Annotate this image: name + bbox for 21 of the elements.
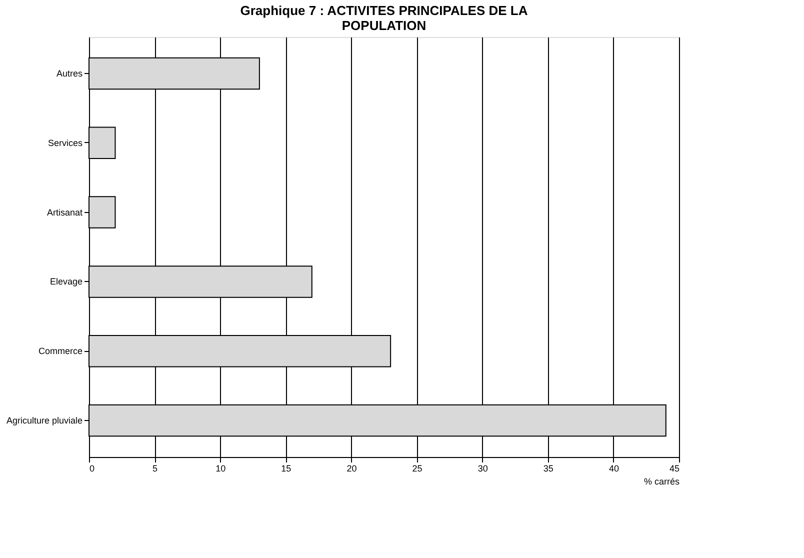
y-tick-label: Elevage [50,276,82,287]
x-axis-title: % carrés [644,476,680,486]
x-tick-label: 25 [412,464,422,474]
y-tick-label: Autres [56,68,83,78]
text: Graphique 7 : ACTIVITES PRINCIPALES DE LA [240,3,528,18]
y-tick-label: Artisanat [46,207,83,218]
y-tick-label: Agriculture pluviale [6,416,82,426]
x-tick-label: 30 [478,464,488,474]
bar [88,196,116,228]
x-tick-label: 0 [90,464,95,474]
x-tick-label: 45 [669,464,680,474]
x-tick-label: 35 [543,464,554,474]
x-tick-label: 5 [152,464,158,474]
y-tick-label: Commerce [38,346,82,356]
y-tick-label: Services [48,138,83,148]
bar [88,126,116,159]
text: POPULATION [342,18,426,33]
x-tick-label: 15 [281,464,292,474]
x-tick-label: 20 [346,464,357,474]
x-tick-label: 40 [608,464,619,474]
x-tick-label: 10 [216,464,226,474]
